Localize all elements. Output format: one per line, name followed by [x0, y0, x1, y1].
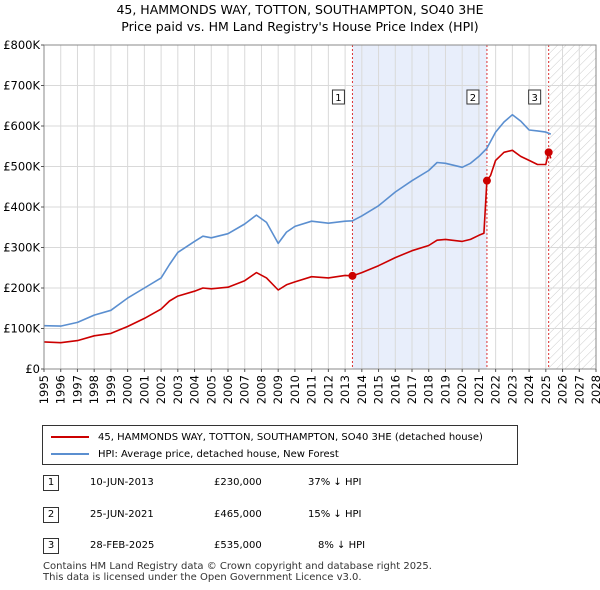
legend: 45, HAMMONDS WAY, TOTTON, SOUTHAMPTON, S…	[42, 425, 518, 465]
x-tick-label: 2017	[405, 375, 419, 404]
sale-hpi-diff: 15% ↓ HPI	[308, 509, 362, 520]
x-tick-label: 2006	[221, 375, 235, 404]
footer-licence: This data is licensed under the Open Gov…	[43, 572, 362, 583]
sale-label: 1	[335, 93, 341, 104]
sale-date: 10-JUN-2013	[90, 477, 154, 488]
y-tick-label: £600K	[3, 119, 40, 133]
x-tick-label: 2004	[188, 375, 202, 404]
sale-label-box	[466, 89, 480, 105]
sale-date: 25-JUN-2021	[90, 509, 154, 520]
x-tick-label: 2011	[305, 375, 319, 404]
x-tick-label: 2009	[271, 375, 285, 404]
legend-swatch-hpi	[51, 453, 89, 455]
x-tick-label: 2008	[254, 375, 268, 404]
x-tick-label: 2010	[288, 375, 302, 404]
sale-date: 28-FEB-2025	[90, 540, 155, 551]
x-tick-label: 2028	[589, 375, 600, 404]
x-tick-label: 2013	[338, 375, 352, 404]
x-tick-label: 2000	[121, 375, 135, 404]
x-tick-label: 2025	[539, 375, 553, 404]
x-tick-label: 1996	[54, 375, 68, 404]
x-tick-label: 2020	[455, 375, 469, 404]
x-tick-label: 2024	[522, 375, 536, 404]
x-tick-label: 1998	[87, 375, 101, 404]
sale-row: 3 28-FEB-2025 £535,000 8% ↓ HPI	[0, 538, 600, 556]
x-tick-label: 2016	[388, 375, 402, 404]
x-tick-label: 2018	[422, 375, 436, 404]
price-chart: 1 2 3 £0 £100K £200K £300K £400K £500K £600K £700…	[3, 38, 600, 404]
x-tick-label: 1999	[104, 375, 118, 404]
x-tick-label: 2022	[489, 375, 503, 404]
series-line	[43, 113, 552, 327]
x-tick-label: 2007	[238, 375, 252, 404]
y-tick-label: £800K	[3, 38, 40, 52]
y-tick-label: £500K	[3, 160, 40, 174]
sale-point	[482, 176, 491, 185]
sale-label: 2	[470, 93, 476, 104]
sale-label-box	[528, 89, 542, 105]
sale-row: 2 25-JUN-2021 £465,000 15% ↓ HPI	[0, 507, 600, 525]
sale-price: £465,000	[214, 509, 262, 520]
legend-item-hpi: HPI: Average price, detached house, New …	[51, 446, 339, 462]
x-tick-label: 2003	[171, 375, 185, 404]
footer-copyright: Contains HM Land Registry data © Crown c…	[43, 561, 432, 572]
y-tick-label: £200K	[3, 281, 40, 295]
x-tick-label: 2005	[204, 375, 218, 404]
y-tick-label: £100K	[3, 322, 40, 336]
chart-title: 45, HAMMONDS WAY, TOTTON, SOUTHAMPTON, S…	[116, 2, 484, 17]
x-tick-label: 1997	[70, 375, 84, 404]
y-tick-label: £300K	[3, 241, 40, 255]
sale-marker-box: 3	[43, 538, 59, 554]
x-tick-label: 2014	[355, 375, 369, 404]
x-tick-label: 2027	[572, 375, 586, 404]
sale-price: £230,000	[214, 477, 262, 488]
y-tick-label: £400K	[3, 200, 40, 214]
x-tick-label: 2023	[505, 375, 519, 404]
sale-label-box	[331, 89, 345, 105]
sale-row: 1 10-JUN-2013 £230,000 37% ↓ HPI	[0, 475, 600, 493]
legend-item-property: 45, HAMMONDS WAY, TOTTON, SOUTHAMPTON, S…	[51, 429, 483, 445]
sale-price: £535,000	[214, 540, 262, 551]
x-tick-label: 2012	[321, 375, 335, 404]
sale-point	[348, 271, 357, 280]
x-tick-label: 1995	[37, 375, 51, 404]
sale-point	[544, 148, 553, 157]
sale-label: 3	[531, 93, 537, 104]
x-tick-label: 2019	[438, 375, 452, 404]
x-tick-label: 2001	[137, 375, 151, 404]
y-tick-label: £0	[25, 362, 40, 376]
sale-hpi-diff: 37% ↓ HPI	[308, 477, 362, 488]
x-tick-label: 2002	[154, 375, 168, 404]
sale-hpi-diff: 8% ↓ HPI	[318, 540, 366, 551]
legend-label-hpi: HPI: Average price, detached house, New …	[98, 448, 339, 460]
x-tick-label: 2021	[472, 375, 486, 404]
x-tick-label: 2026	[556, 375, 570, 404]
x-tick-label: 2015	[372, 375, 386, 404]
legend-swatch-property	[51, 436, 89, 438]
sale-marker-box: 2	[43, 507, 59, 523]
legend-label-property: 45, HAMMONDS WAY, TOTTON, SOUTHAMPTON, S…	[98, 431, 483, 443]
sale-marker-box: 1	[43, 475, 59, 491]
chart-subtitle: Price paid vs. HM Land Registry's House …	[121, 19, 479, 34]
y-tick-label: £700K	[3, 79, 40, 93]
